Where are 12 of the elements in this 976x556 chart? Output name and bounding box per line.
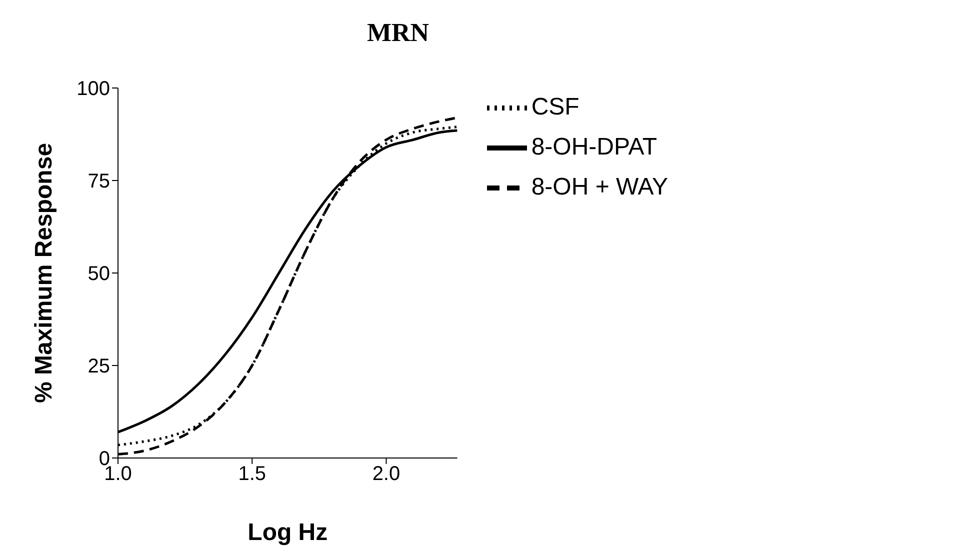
legend-label: 8-OH-DPAT [531,133,658,160]
y-tick-label: 25 [88,356,110,378]
x-tick-label: 2.0 [372,463,400,486]
legend-label: CSF [531,93,580,120]
y-tick-label: 75 [88,170,110,193]
legend-label: 8-OH + WAY [531,173,668,200]
y-tick-label: 50 [88,263,110,286]
y-axis-title: % Maximum Response [30,142,58,404]
y-tick-label: 100 [76,78,110,100]
chart-title: MRN [366,17,430,49]
x-tick-label: 1.5 [238,463,266,486]
x-axis-title: Log Hz [248,519,328,546]
